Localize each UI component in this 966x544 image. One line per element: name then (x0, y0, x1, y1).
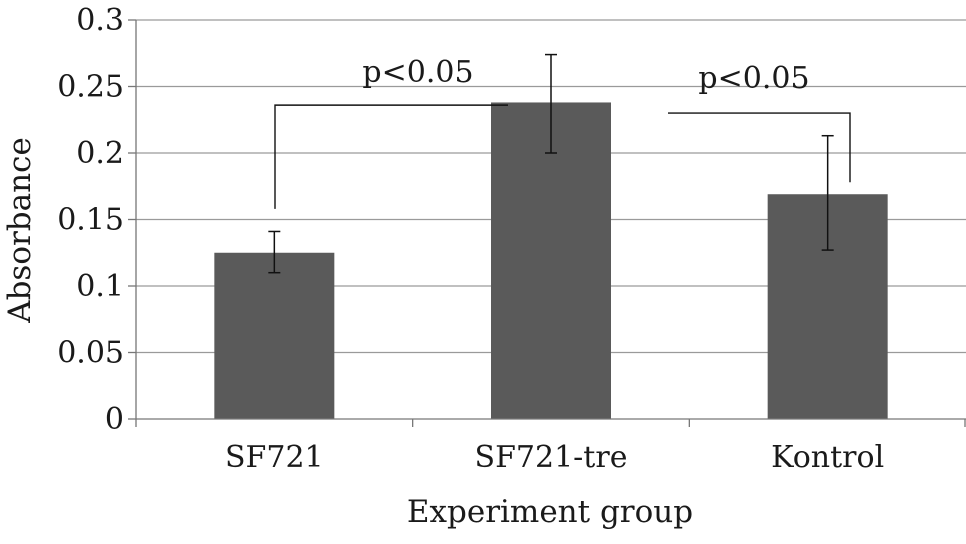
significance-bracket (274, 104, 508, 209)
error-bars (268, 53, 834, 274)
y-tick-label: 0.3 (76, 3, 124, 38)
y-tick-label: 0.25 (57, 70, 124, 105)
y-tick-labels: 0 0.05 0.1 0.15 0.2 0.25 0.3 (57, 3, 124, 437)
significance-annotations: p<0.05 p<0.05 (274, 55, 851, 209)
x-axis-title: Experiment group (407, 494, 693, 530)
y-tick-label: 0.2 (76, 136, 124, 171)
bar (214, 252, 335, 419)
y-tick-label: 0.15 (57, 203, 124, 238)
x-tick-label: SF721-tre (475, 440, 628, 475)
bar (491, 102, 611, 420)
y-tick-label: 0.05 (57, 336, 124, 371)
axes (128, 19, 966, 427)
x-tick-label: Kontrol (771, 440, 884, 475)
x-tick-labels: SF721 SF721-tre Kontrol (225, 440, 884, 475)
y-tick-label: 0 (105, 402, 124, 437)
y-axis-title: Absorbance (2, 137, 38, 324)
significance-label: p<0.05 (362, 55, 473, 90)
y-tick-label: 0.1 (76, 269, 124, 304)
significance-label: p<0.05 (698, 61, 809, 96)
significance-bracket (668, 112, 851, 183)
x-tick-label: SF721 (225, 440, 324, 475)
